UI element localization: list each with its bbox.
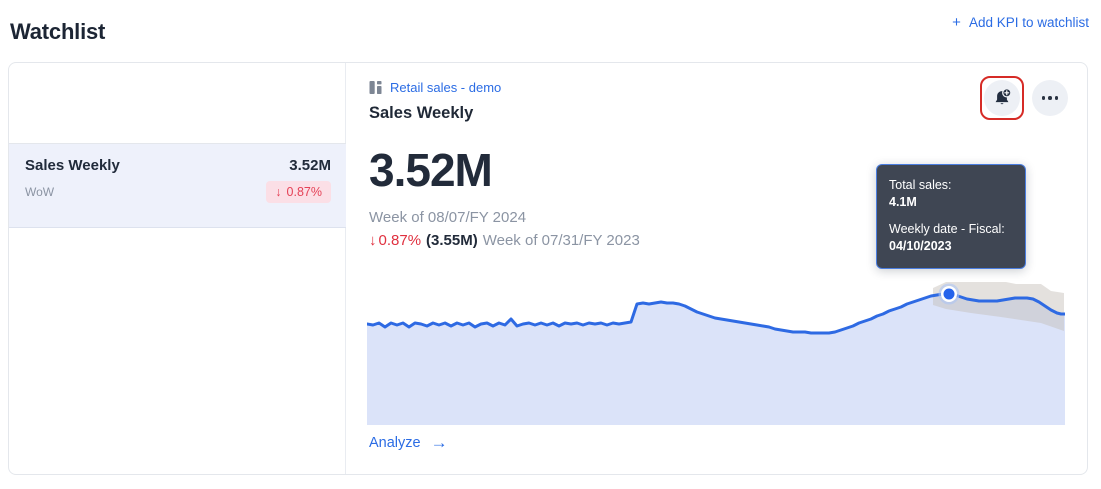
arrow-down-icon: ↓ bbox=[369, 232, 377, 249]
kpi-detail-panel: Retail sales - demo bbox=[346, 63, 1089, 474]
kpi-sparkline[interactable] bbox=[367, 271, 1065, 425]
ellipsis-icon bbox=[1041, 96, 1059, 100]
kpi-change-pct: ↓ 0.87% bbox=[369, 232, 421, 249]
card-actions bbox=[980, 76, 1068, 120]
watchlist-row-sales-weekly[interactable]: Sales Weekly 3.52M WoW ↓ 0.87% bbox=[9, 143, 346, 228]
chart-tooltip: Total sales: 4.1M Weekly date - Fiscal: … bbox=[876, 164, 1026, 269]
kpi-big-value: 3.52M bbox=[369, 144, 493, 196]
analyze-link[interactable]: Analyze → bbox=[369, 434, 448, 451]
tooltip-metric-value: 4.1M bbox=[889, 194, 917, 209]
watchlist-card: Sales Weekly 3.52M WoW ↓ 0.87% Re bbox=[8, 62, 1088, 475]
tooltip-metric-label: Total sales: bbox=[889, 178, 952, 192]
change-badge: ↓ 0.87% bbox=[266, 181, 331, 203]
bell-plus-icon bbox=[991, 87, 1013, 109]
add-kpi-button[interactable]: + Add KPI to watchlist bbox=[952, 15, 1089, 30]
source-breadcrumb-link[interactable]: Retail sales - demo bbox=[369, 80, 501, 95]
page-title: Watchlist bbox=[10, 18, 106, 44]
alert-highlight-outline bbox=[980, 76, 1024, 120]
source-label: Retail sales - demo bbox=[390, 80, 502, 95]
plus-icon: + bbox=[952, 14, 961, 31]
kpi-value: 3.52M bbox=[289, 157, 331, 174]
tooltip-date-label: Weekly date - Fiscal: bbox=[889, 221, 1005, 236]
change-badge-value: 0.87% bbox=[286, 185, 322, 199]
add-kpi-label: Add KPI to watchlist bbox=[968, 15, 1089, 30]
kpi-list-panel: Sales Weekly 3.52M WoW ↓ 0.87% bbox=[9, 63, 346, 474]
kpi-current-period: Week of 08/07/FY 2024 bbox=[369, 209, 527, 226]
table-icon bbox=[369, 81, 382, 94]
kpi-comparison-period: Week of 07/31/FY 2023 bbox=[482, 232, 640, 249]
add-alert-button[interactable] bbox=[984, 80, 1020, 116]
analyze-label: Analyze bbox=[369, 434, 421, 451]
more-menu-button[interactable] bbox=[1032, 80, 1068, 116]
change-pct-value: 0.87% bbox=[378, 232, 422, 249]
kpi-name: Sales Weekly bbox=[25, 157, 120, 174]
tooltip-date-value: 04/10/2023 bbox=[889, 238, 952, 253]
kpi-period-label: WoW bbox=[25, 185, 55, 199]
arrow-right-icon: → bbox=[430, 433, 448, 452]
kpi-detail-title: Sales Weekly bbox=[369, 104, 474, 122]
kpi-comparison-value: (3.55M) bbox=[426, 232, 478, 249]
arrow-down-icon: ↓ bbox=[275, 185, 282, 199]
kpi-change-row: ↓ 0.87% (3.55M) Week of 07/31/FY 2023 bbox=[369, 232, 640, 249]
